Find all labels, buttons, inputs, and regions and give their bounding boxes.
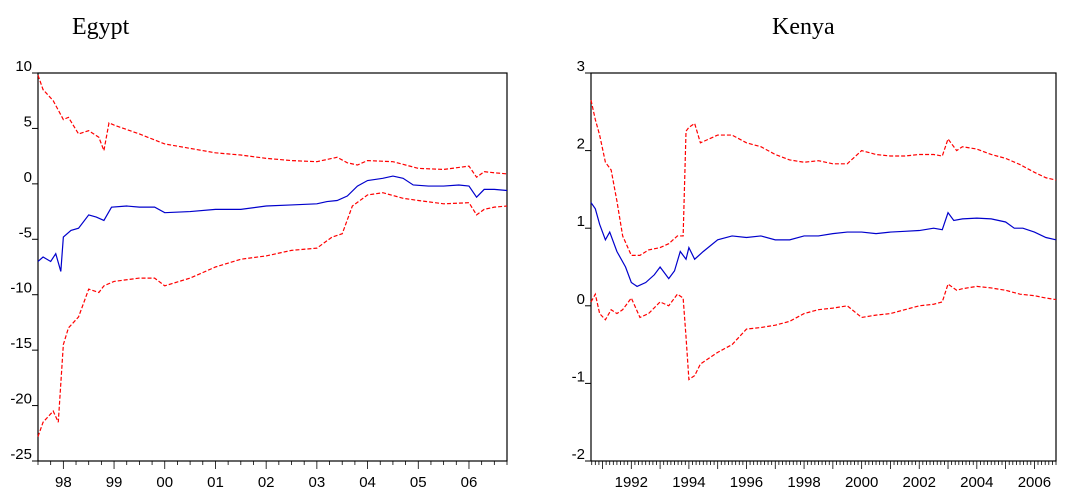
kenya-xtick-label: 2004 bbox=[960, 474, 993, 491]
egypt-xtick-label: 06 bbox=[461, 474, 478, 491]
kenya-xtick-label: 2002 bbox=[903, 474, 936, 491]
kenya-series-line-0 bbox=[590, 202, 1057, 288]
egypt-ytick-label: -5 bbox=[19, 224, 32, 241]
kenya-ytick-label: -2 bbox=[572, 446, 585, 463]
egypt-xtick-label: 02 bbox=[258, 474, 275, 491]
egypt-ytick-label: 5 bbox=[24, 113, 32, 130]
egypt-xtick-label: 03 bbox=[309, 474, 326, 491]
kenya-series-line-2 bbox=[590, 283, 1057, 381]
egypt-ytick-label: -20 bbox=[10, 391, 32, 408]
kenya-series-line-1 bbox=[590, 100, 1057, 256]
kenya-ytick-label: 1 bbox=[577, 213, 585, 230]
egypt-ytick-label: -10 bbox=[10, 280, 32, 297]
kenya-ytick-label: -1 bbox=[572, 368, 585, 385]
egypt-xtick-label: 00 bbox=[156, 474, 173, 491]
kenya-chart-title: Kenya bbox=[772, 14, 835, 40]
kenya-ytick-label: 3 bbox=[577, 58, 585, 75]
kenya-ytick-label: 2 bbox=[577, 136, 585, 153]
egypt-xtick-label: 98 bbox=[55, 474, 72, 491]
egypt-xtick-label: 05 bbox=[410, 474, 427, 491]
egypt-series-line-1 bbox=[37, 75, 508, 179]
egypt-chart-title: Egypt bbox=[72, 14, 130, 40]
kenya-xtick-label: 1994 bbox=[672, 474, 705, 491]
kenya-xtick-label: 2000 bbox=[845, 474, 878, 491]
kenya-xtick-label: 1996 bbox=[730, 474, 763, 491]
kenya-xtick-label: 1992 bbox=[615, 474, 648, 491]
kenya-xtick-label: 2006 bbox=[1018, 474, 1051, 491]
egypt-xtick-label: 01 bbox=[207, 474, 224, 491]
egypt-ytick-label: 10 bbox=[15, 58, 32, 75]
kenya-xtick-label: 1998 bbox=[787, 474, 820, 491]
egypt-series-line-2 bbox=[37, 192, 508, 437]
kenya-ytick-label: 0 bbox=[577, 291, 585, 308]
egypt-series-line-0 bbox=[37, 175, 508, 272]
egypt-ytick-label: -15 bbox=[10, 335, 32, 352]
egypt-ytick-label: 0 bbox=[24, 169, 32, 186]
kenya-plot-frame bbox=[590, 72, 1057, 462]
egypt-xtick-label: 99 bbox=[106, 474, 123, 491]
egypt-plot-frame bbox=[37, 72, 508, 462]
egypt-ytick-label: -25 bbox=[10, 446, 32, 463]
egypt-xtick-label: 04 bbox=[359, 474, 376, 491]
